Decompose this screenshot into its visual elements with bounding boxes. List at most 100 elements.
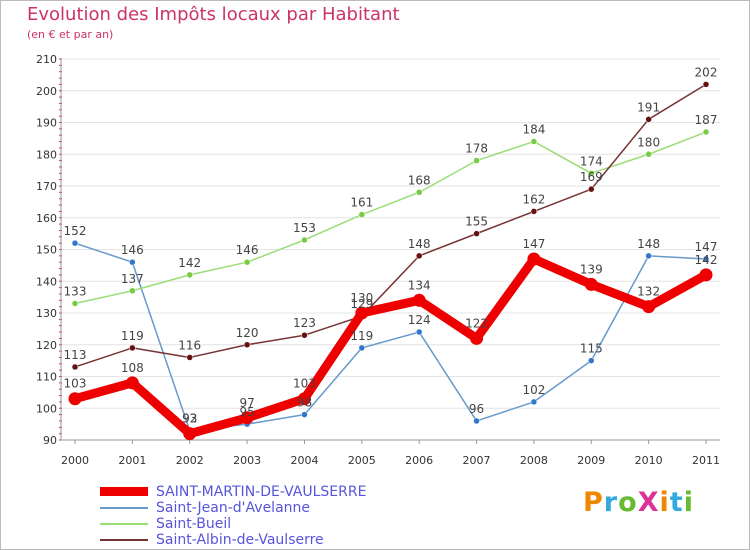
- data-label: 202: [695, 65, 718, 79]
- legend-label: Saint-Jean-d'Avelanne: [156, 500, 311, 516]
- data-label: 162: [522, 192, 545, 206]
- data-label: 97: [239, 396, 254, 410]
- series-line: [74, 83, 707, 368]
- data-point: [473, 157, 480, 164]
- legend-label: Saint-Bueil: [156, 516, 232, 532]
- x-tick-label: 2011: [692, 454, 720, 467]
- data-label: 139: [580, 262, 603, 276]
- x-tick-label: 2007: [463, 454, 491, 467]
- data-label: 191: [637, 100, 660, 114]
- data-point: [588, 357, 595, 364]
- data-point: [297, 392, 311, 406]
- y-tick-label: 210: [36, 53, 57, 66]
- legend-swatch: [100, 523, 148, 525]
- x-tick-label: 2001: [118, 454, 146, 467]
- data-label: 161: [350, 196, 373, 210]
- data-label: 137: [121, 272, 144, 286]
- data-point: [702, 255, 710, 263]
- data-point: [645, 252, 652, 260]
- series-saint-martin-de-vaulserre: [68, 252, 713, 441]
- data-point: [186, 354, 193, 361]
- data-label: 155: [465, 215, 488, 229]
- data-point: [588, 170, 595, 177]
- logo-letter: i: [683, 487, 694, 518]
- data-label: 115: [580, 342, 603, 356]
- data-point: [645, 116, 652, 123]
- proxiti-logo: ProXiti: [583, 487, 694, 518]
- data-point: [129, 287, 136, 295]
- y-tick-label: 180: [36, 148, 57, 161]
- data-point: [412, 293, 426, 307]
- data-label: 129: [350, 297, 373, 311]
- data-point: [530, 208, 538, 215]
- y-tick-label: 130: [36, 307, 57, 320]
- data-label: 119: [350, 329, 373, 343]
- data-label: 147: [522, 237, 545, 251]
- data-point: [186, 271, 193, 279]
- y-tick-label: 190: [36, 117, 57, 130]
- x-tick-label: 2010: [635, 454, 663, 467]
- data-point: [415, 328, 423, 336]
- data-label: 113: [64, 348, 87, 362]
- x-tick-label: 2005: [348, 454, 376, 467]
- data-label: 130: [350, 291, 373, 305]
- data-label: 184: [522, 123, 545, 137]
- chart-subtitle: (en € et par an): [27, 28, 114, 41]
- data-point: [243, 341, 251, 348]
- chart-title: Evolution des Impôts locaux par Habitant: [27, 4, 400, 25]
- data-label: 142: [178, 256, 201, 270]
- data-label: 178: [465, 142, 488, 156]
- data-point: [240, 411, 254, 425]
- x-tick-label: 2008: [520, 454, 548, 467]
- data-label: 122: [465, 316, 488, 330]
- data-label: 108: [121, 361, 144, 375]
- data-point: [415, 189, 423, 196]
- x-tick-label: 2006: [405, 454, 433, 467]
- y-tick-label: 100: [36, 402, 57, 415]
- series-line: [74, 131, 707, 305]
- data-point: [473, 417, 480, 425]
- data-point: [530, 138, 538, 145]
- logo-letter: P: [583, 487, 604, 518]
- data-label: 133: [64, 284, 87, 298]
- data-point: [71, 300, 79, 307]
- data-label: 103: [293, 377, 316, 391]
- data-point: [473, 230, 480, 237]
- data-point: [301, 331, 308, 339]
- data-label: 116: [178, 338, 201, 352]
- data-point: [68, 392, 82, 406]
- data-point: [125, 376, 139, 390]
- legend-swatch: [100, 487, 148, 496]
- legend-swatch: [100, 507, 148, 509]
- x-tick-label: 2004: [290, 454, 318, 467]
- data-label: 119: [121, 329, 144, 343]
- data-point: [588, 185, 595, 193]
- data-point: [358, 344, 366, 352]
- data-point: [301, 236, 308, 244]
- data-label: 180: [637, 135, 660, 149]
- logo-letter: t: [669, 487, 684, 518]
- x-tick-label: 2002: [176, 454, 204, 467]
- logo-letter: r: [603, 487, 619, 518]
- logo-letter: o: [618, 487, 638, 518]
- data-point: [584, 277, 598, 291]
- data-label: 93: [182, 411, 197, 425]
- y-tick-label: 200: [36, 85, 57, 98]
- legend-label: Saint-Albin-de-Vaulserre: [156, 532, 324, 548]
- data-point: [415, 252, 423, 260]
- series-saint-albin-de-vaulserre: [71, 81, 710, 371]
- data-label: 174: [580, 154, 603, 168]
- y-tick-label: 160: [36, 212, 57, 225]
- data-label: 148: [637, 237, 660, 251]
- y-tick-label: 170: [36, 180, 57, 193]
- data-point: [470, 331, 484, 345]
- x-tick-label: 2003: [233, 454, 261, 467]
- data-label: 146: [121, 243, 144, 257]
- data-label: 147: [695, 240, 718, 254]
- data-label: 168: [408, 173, 431, 187]
- data-label: 146: [236, 243, 259, 257]
- data-label: 92: [182, 412, 197, 426]
- data-point: [129, 344, 136, 352]
- data-label: 103: [64, 377, 87, 391]
